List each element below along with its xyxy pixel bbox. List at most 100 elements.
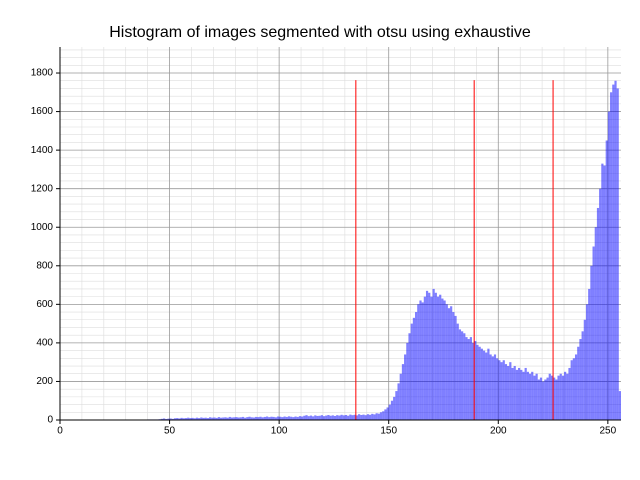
bar	[287, 416, 291, 420]
bar	[211, 417, 214, 420]
bar	[533, 375, 536, 420]
bar	[263, 416, 266, 420]
bar	[487, 348, 490, 420]
bar	[531, 371, 534, 420]
bar	[294, 416, 297, 420]
bar	[329, 415, 332, 420]
bar	[248, 416, 251, 420]
bar	[568, 367, 571, 420]
bar	[384, 409, 387, 420]
bar	[542, 381, 545, 420]
bar	[590, 265, 593, 420]
bar	[342, 415, 345, 420]
bar	[325, 415, 328, 420]
bar	[528, 373, 532, 420]
bar	[463, 333, 466, 420]
bar	[285, 416, 288, 420]
bar	[467, 339, 470, 420]
bar	[454, 315, 457, 420]
bar	[524, 367, 527, 420]
bar	[382, 411, 385, 420]
x-tick-label: 150	[380, 426, 397, 437]
bar	[605, 140, 608, 420]
bar	[610, 92, 613, 420]
bar	[180, 417, 183, 420]
bar	[307, 416, 310, 420]
bar	[428, 292, 431, 420]
bar	[408, 333, 411, 420]
bar	[375, 413, 378, 420]
bar	[476, 344, 479, 420]
bar	[434, 292, 437, 420]
bar	[478, 346, 481, 420]
bar	[241, 416, 245, 420]
bar	[557, 375, 560, 420]
bar	[182, 418, 185, 420]
bar	[393, 396, 396, 420]
bar	[204, 417, 207, 420]
bar	[618, 391, 621, 420]
x-tick-label: 0	[57, 426, 63, 437]
bar	[360, 414, 363, 420]
bar	[574, 354, 578, 420]
bar	[246, 417, 249, 420]
bar	[458, 329, 462, 420]
bar	[399, 373, 402, 420]
bar	[603, 165, 606, 420]
bar	[195, 417, 199, 420]
bar	[504, 364, 508, 420]
bar	[412, 317, 416, 420]
bar	[213, 417, 216, 420]
y-tick-label: 1800	[31, 68, 54, 79]
bar	[283, 416, 286, 420]
y-tick-label: 1600	[31, 106, 54, 117]
bar	[452, 312, 455, 420]
bar	[555, 379, 558, 420]
bar	[379, 412, 383, 420]
bar	[209, 417, 212, 420]
bar	[546, 377, 549, 420]
bar	[276, 416, 280, 420]
bar	[498, 360, 501, 420]
bar	[193, 418, 196, 420]
bar	[353, 414, 356, 420]
bar	[535, 373, 538, 420]
bar	[566, 373, 569, 420]
bar	[588, 288, 591, 420]
bar	[336, 415, 339, 420]
bar	[572, 358, 575, 420]
bar	[259, 416, 262, 420]
bar	[358, 414, 361, 420]
bar	[515, 369, 519, 420]
bar	[314, 415, 317, 420]
bar	[316, 415, 319, 420]
bar	[237, 417, 240, 420]
bar	[585, 304, 589, 420]
bar	[371, 413, 374, 420]
bar	[349, 414, 352, 420]
bar	[404, 354, 407, 420]
bar	[160, 418, 163, 420]
bar	[592, 246, 595, 420]
bar	[228, 416, 231, 420]
bar	[364, 415, 367, 420]
bar	[312, 416, 315, 420]
bar	[309, 415, 313, 420]
bar	[171, 418, 174, 420]
bar	[445, 304, 448, 420]
bar	[347, 415, 350, 420]
bar	[430, 296, 433, 420]
bar	[482, 350, 486, 420]
bar	[255, 416, 258, 420]
bar	[344, 414, 348, 420]
y-tick-label: 1000	[31, 222, 54, 233]
bar	[518, 367, 521, 420]
bar	[318, 415, 321, 420]
bar	[544, 379, 547, 420]
bar	[368, 414, 372, 420]
bar	[491, 356, 494, 420]
bar	[395, 391, 398, 420]
bar	[257, 417, 260, 420]
bar	[612, 84, 615, 421]
